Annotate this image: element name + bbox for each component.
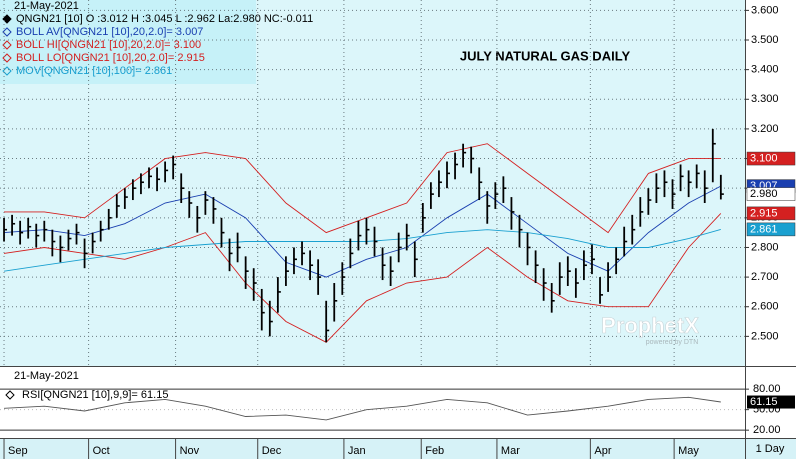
y-tick-label: 3.200 [751,123,779,135]
x-tick-label: Sep [8,445,28,457]
y-tick-label: 20.00 [753,424,781,436]
legend-icon [5,390,15,400]
legend-entry: BOLL HI[QNGN21 [10],20,2.0]= 3.100 [16,39,201,51]
rsi-legend: RSI[QNGN21 [10],9,9]= 61.15 [22,389,168,401]
legend-entry: MOV[QNGN21 [10],100]= 2.861 [16,65,172,77]
rsi-line [3,396,721,421]
y-tick-label: 3.600 [751,4,779,16]
legend-entry: BOLL LO[QNGN21 [10],20,2.0]= 2.915 [16,52,205,64]
value-box-label: 3.100 [750,152,778,164]
legend-icon [2,14,12,24]
y-tick-label: 3.500 [751,34,779,46]
legend-icon [2,27,12,37]
legend-entry: QNGN21 [10] O :3.012 H :3.045 L :2.962 L… [16,13,313,25]
y-tick-label: 80.00 [753,383,781,395]
rsi-background [0,366,745,438]
x-tick-label: Apr [594,445,611,457]
y-tick-label: 2.500 [751,330,779,342]
legend-entry: BOLL AV[QNGN21 [10],20,2.0]= 3.007 [16,26,203,38]
x-tick-label: Nov [180,445,200,457]
x-tick-label: Oct [93,445,110,457]
value-box-label: 61.15 [750,396,778,408]
rsi-date: 21-May-2021 [14,370,79,382]
value-box-label: 2.980 [750,188,778,200]
value-box [746,222,796,237]
value-box [747,395,795,409]
x-tick-label: May [678,445,699,457]
watermark-sub: powered by DTN [646,339,699,346]
x-tick-label: Mar [501,445,520,457]
x-tick-label: Feb [425,445,444,457]
indicator-line [3,213,722,343]
value-box-label: 2.861 [750,223,778,235]
chart-title: JULY NATURAL GAS DAILY [460,48,631,63]
value-box [746,151,796,166]
y-tick-label: 3.300 [751,93,779,105]
value-box-label: 2.915 [750,207,778,219]
y-tick-label: 3.400 [751,64,779,76]
y-tick-label: 2.600 [751,301,779,313]
x-tick-label: Jan [348,445,366,457]
time-axis-background [0,438,796,459]
y-tick-label: 2.700 [751,271,779,283]
legend-icon [2,40,12,50]
x-tick-label: Dec [262,445,282,457]
watermark: ProphetX [601,313,699,338]
header-date: 21-May-2021 [14,0,79,12]
value-box [746,187,796,201]
period-label: 1 Day [756,443,785,455]
y-tick-label: 2.800 [751,241,779,253]
value-box [746,206,796,221]
